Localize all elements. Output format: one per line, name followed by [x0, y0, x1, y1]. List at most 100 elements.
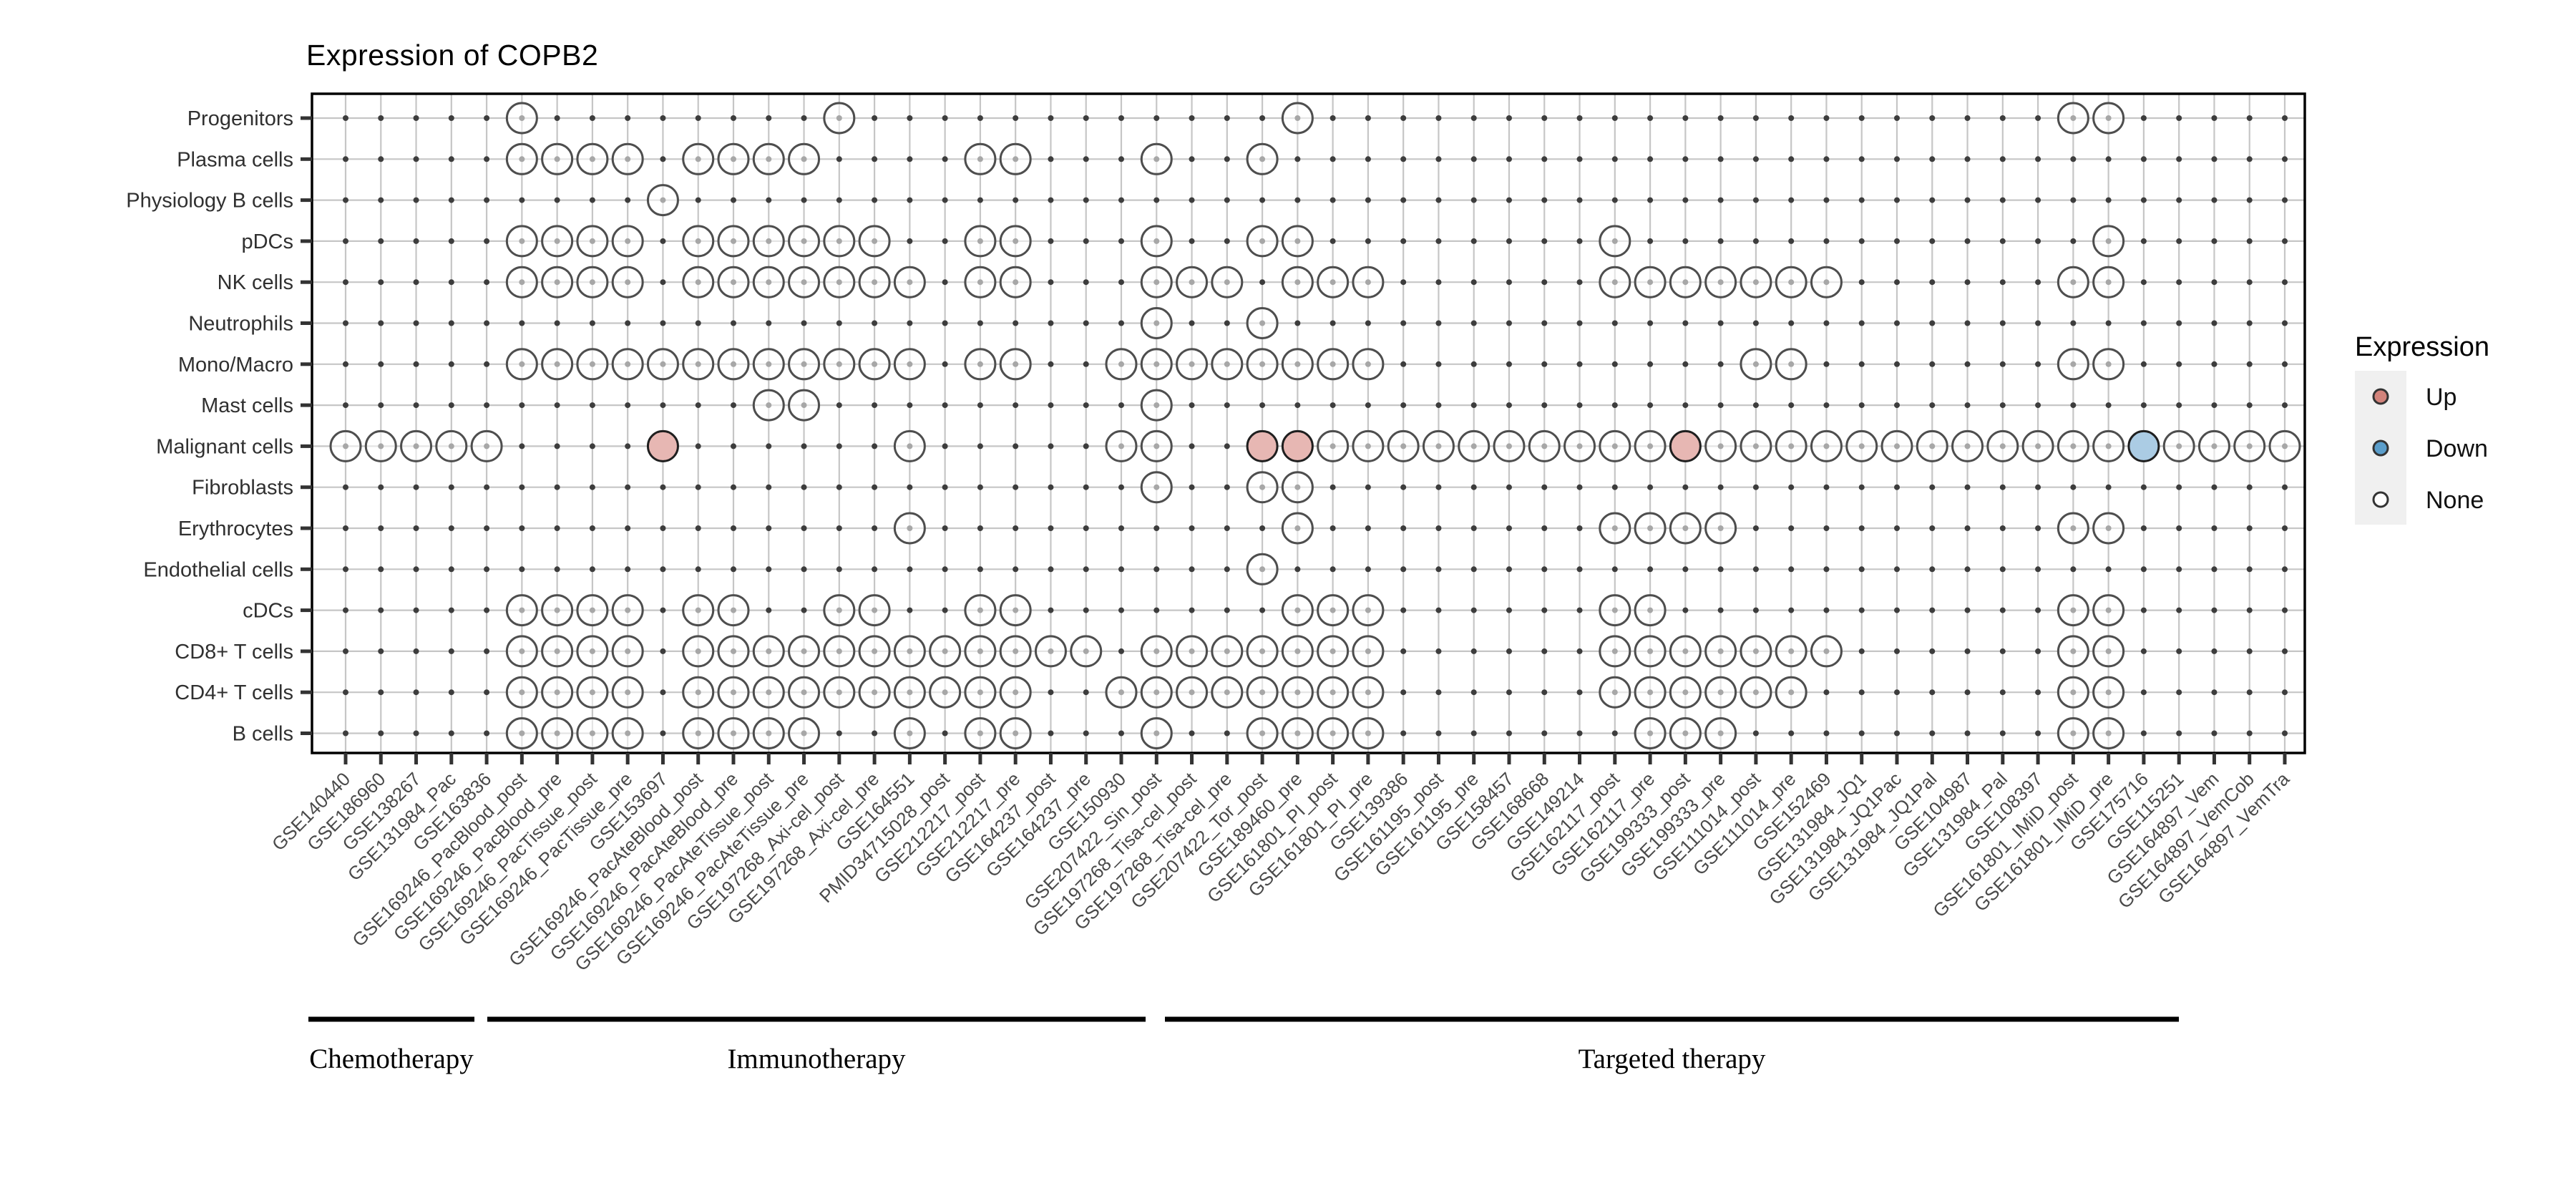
- expression-dot-none: [752, 225, 785, 258]
- expression-dot-none: [1528, 429, 1561, 462]
- expression-dot-none: [1281, 471, 1314, 504]
- expression-dot-none: [1775, 635, 1807, 668]
- expression-dot-none: [682, 676, 715, 709]
- expression-dot-none: [1140, 225, 1173, 258]
- expression-dot-none: [400, 429, 433, 462]
- expression-dot-none: [1810, 429, 1843, 462]
- chart-title: Expression of COPB2: [306, 39, 599, 72]
- expression-dot-none: [1317, 266, 1350, 298]
- expression-dot-none: [541, 266, 574, 298]
- expression-dot-none: [1211, 348, 1244, 381]
- expression-dot-none: [541, 348, 574, 381]
- expression-dot-none: [2057, 635, 2089, 668]
- expression-dot-none: [1599, 225, 1631, 258]
- expression-dot-none: [611, 676, 644, 709]
- expression-dot-none: [893, 266, 926, 298]
- expression-dot-none: [999, 225, 1032, 258]
- expression-dot-none: [1176, 635, 1209, 668]
- expression-dot-none: [1281, 594, 1314, 627]
- expression-dot-none: [2092, 102, 2125, 135]
- expression-dot-up: [1281, 429, 1314, 462]
- expression-dot-none: [1105, 348, 1138, 381]
- expression-dot-none: [964, 717, 997, 749]
- expression-dot-none: [611, 142, 644, 175]
- expression-dot-none: [1140, 142, 1173, 175]
- therapy-group-label: Targeted therapy: [1579, 1044, 1766, 1074]
- expression-dot-none: [1634, 512, 1667, 545]
- expression-dot-none: [576, 348, 609, 381]
- row-label: NK cells: [218, 271, 293, 294]
- expression-dot-none: [1599, 594, 1631, 627]
- expression-dot-none: [1704, 429, 1737, 462]
- expression-dot-none: [717, 717, 750, 749]
- expression-dot-none: [1352, 429, 1385, 462]
- expression-dot-none: [893, 348, 926, 381]
- row-label: B cells: [233, 723, 293, 746]
- expression-dot-none: [1634, 429, 1667, 462]
- expression-dot-none: [964, 635, 997, 668]
- expression-dot-none: [823, 676, 856, 709]
- expression-dot-none: [1246, 307, 1279, 339]
- expression-dot-none: [2057, 429, 2089, 462]
- expression-dot-none: [1034, 635, 1067, 668]
- expression-dot-none: [2092, 635, 2125, 668]
- expression-dot-none: [999, 348, 1032, 381]
- expression-dot-none: [505, 225, 538, 258]
- expression-dot-none: [1246, 471, 1279, 504]
- expression-dot-none: [505, 676, 538, 709]
- expression-dot-none: [929, 635, 962, 668]
- expression-dot-none: [1317, 676, 1350, 709]
- expression-dot-none: [1070, 635, 1103, 668]
- expression-dot-none: [576, 225, 609, 258]
- expression-dot-up: [1246, 429, 1279, 462]
- expression-dot-none: [611, 225, 644, 258]
- expression-dot-none: [893, 429, 926, 462]
- expression-dot-none: [1704, 266, 1737, 298]
- expression-dot-none: [505, 348, 538, 381]
- expression-dot-none: [682, 142, 715, 175]
- expression-dot-none: [611, 717, 644, 749]
- expression-dot-none: [999, 635, 1032, 668]
- expression-dot-none: [788, 676, 821, 709]
- expression-dot-none: [1704, 635, 1737, 668]
- expression-dot-none: [823, 348, 856, 381]
- expression-dot-none: [1669, 676, 1702, 709]
- expression-dot-none: [1880, 429, 1913, 462]
- expression-dot-none: [1634, 676, 1667, 709]
- row-label: Erythrocytes: [178, 517, 293, 540]
- expression-dot-none: [1599, 266, 1631, 298]
- expression-dot-none: [541, 594, 574, 627]
- expression-dot-none: [1740, 676, 1772, 709]
- expression-dot-none: [1740, 348, 1772, 381]
- expression-dot-none: [1599, 512, 1631, 545]
- expression-dot-none: [505, 142, 538, 175]
- row-label: Malignant cells: [156, 435, 293, 458]
- expression-dot-none: [682, 594, 715, 627]
- expression-dot-none: [929, 676, 962, 709]
- expression-dot-none: [1246, 635, 1279, 668]
- expression-dot-none: [1246, 553, 1279, 585]
- expression-dot-none: [893, 512, 926, 545]
- row-label: CD4+ T cells: [175, 681, 293, 704]
- expression-dot-none: [1634, 266, 1667, 298]
- expression-dot-up: [1669, 429, 1702, 462]
- expression-dot-none: [1246, 225, 1279, 258]
- row-label: Fibroblasts: [192, 477, 293, 500]
- expression-dot-none: [2092, 717, 2125, 749]
- expression-dot-none: [999, 676, 1032, 709]
- expression-dot-none: [788, 225, 821, 258]
- expression-dot-none: [2092, 676, 2125, 709]
- expression-dot-none: [2057, 717, 2089, 749]
- axis-tick-layer: [301, 116, 2287, 764]
- expression-dot-none: [717, 676, 750, 709]
- expression-dot-none: [611, 266, 644, 298]
- expression-dot-none: [1352, 676, 1385, 709]
- expression-dot-none: [788, 348, 821, 381]
- expression-dot-none: [2092, 225, 2125, 258]
- expression-dot-none: [1317, 594, 1350, 627]
- row-label: Mono/Macro: [178, 354, 293, 376]
- expression-dot-none: [752, 348, 785, 381]
- expression-dot-none: [611, 348, 644, 381]
- expression-dot-none: [964, 676, 997, 709]
- expression-dot-none: [752, 717, 785, 749]
